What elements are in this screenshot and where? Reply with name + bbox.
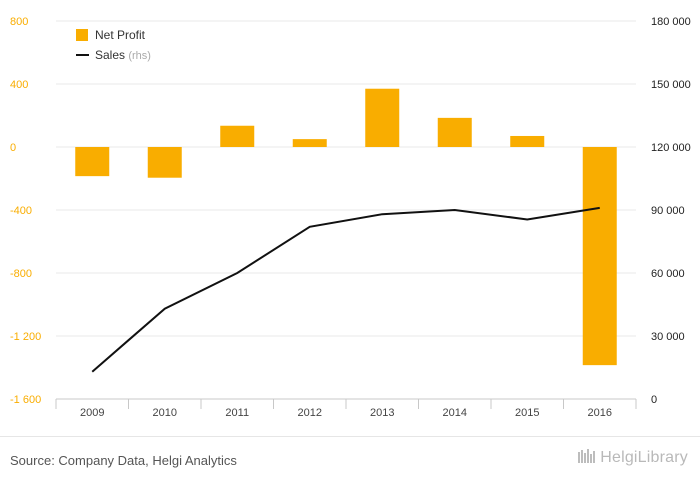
net-profit-bar bbox=[75, 147, 110, 177]
left-axis-tick-label: 400 bbox=[10, 79, 28, 91]
net-profit-bar bbox=[582, 147, 617, 366]
library-icon bbox=[578, 449, 596, 463]
left-axis: 800 400 0 -400 -800 -1 200 -1 600 bbox=[10, 16, 41, 406]
net-profit-bar bbox=[147, 147, 182, 178]
gridlines bbox=[56, 20, 636, 400]
brand-logo[interactable]: HelgiLibrary bbox=[578, 449, 688, 467]
legend-label-sales: Sales (rhs) bbox=[95, 48, 151, 62]
x-axis-tick-label: 2015 bbox=[515, 407, 539, 419]
right-axis-tick-label: 90 000 bbox=[651, 205, 685, 217]
right-axis-tick-label: 30 000 bbox=[651, 331, 685, 343]
x-axis: 2009 2010 2011 2012 2013 2014 2015 2016 bbox=[55, 398, 637, 419]
x-axis-tick-label: 2014 bbox=[443, 407, 467, 419]
right-axis-tick-label: 0 bbox=[651, 394, 657, 406]
left-axis-tick-label: -800 bbox=[10, 268, 32, 280]
x-axis-tick-label: 2016 bbox=[588, 407, 612, 419]
net-profit-bar bbox=[510, 135, 545, 147]
x-axis-tick-label: 2010 bbox=[153, 407, 177, 419]
left-axis-tick-label: -400 bbox=[10, 205, 32, 217]
legend: Net Profit Sales (rhs) bbox=[76, 28, 151, 62]
right-axis-tick-label: 180 000 bbox=[651, 16, 691, 28]
x-axis-tick-label: 2011 bbox=[225, 407, 249, 419]
x-axis-tick-label: 2009 bbox=[80, 407, 104, 419]
net-profit-bar bbox=[292, 139, 327, 147]
net-profit-bar bbox=[437, 117, 472, 147]
right-axis-tick-label: 120 000 bbox=[651, 142, 691, 154]
left-axis-tick-label: 0 bbox=[10, 142, 16, 154]
left-axis-tick-label: -1 600 bbox=[10, 394, 41, 406]
legend-label-sales-suffix: (rhs) bbox=[128, 50, 151, 62]
brand-name: HelgiLibrary bbox=[600, 449, 688, 466]
net-profit-bars bbox=[75, 88, 617, 366]
x-axis-tick-label: 2012 bbox=[298, 407, 322, 419]
sales-line bbox=[91, 206, 600, 373]
chart-plot: 800 400 0 -400 -800 -1 200 -1 600 180 000 150 00… bbox=[10, 16, 691, 419]
legend-swatch-net-profit bbox=[76, 29, 88, 41]
chart-footer: Source: Company Data, Helgi Analytics He… bbox=[0, 436, 700, 484]
source-note: Source: Company Data, Helgi Analytics bbox=[10, 453, 237, 468]
x-axis-tick-label: 2013 bbox=[370, 407, 394, 419]
right-axis: 180 000 150 000 120 000 90 000 60 000 30 000 0 bbox=[651, 16, 691, 406]
right-axis-tick-label: 60 000 bbox=[651, 268, 685, 280]
net-profit-bar bbox=[365, 88, 400, 147]
right-axis-tick-label: 150 000 bbox=[651, 79, 691, 91]
net-profit-bar bbox=[220, 125, 255, 147]
left-axis-tick-label: 800 bbox=[10, 16, 28, 28]
left-axis-tick-label: -1 200 bbox=[10, 331, 41, 343]
legend-label-net-profit: Net Profit bbox=[95, 28, 146, 42]
